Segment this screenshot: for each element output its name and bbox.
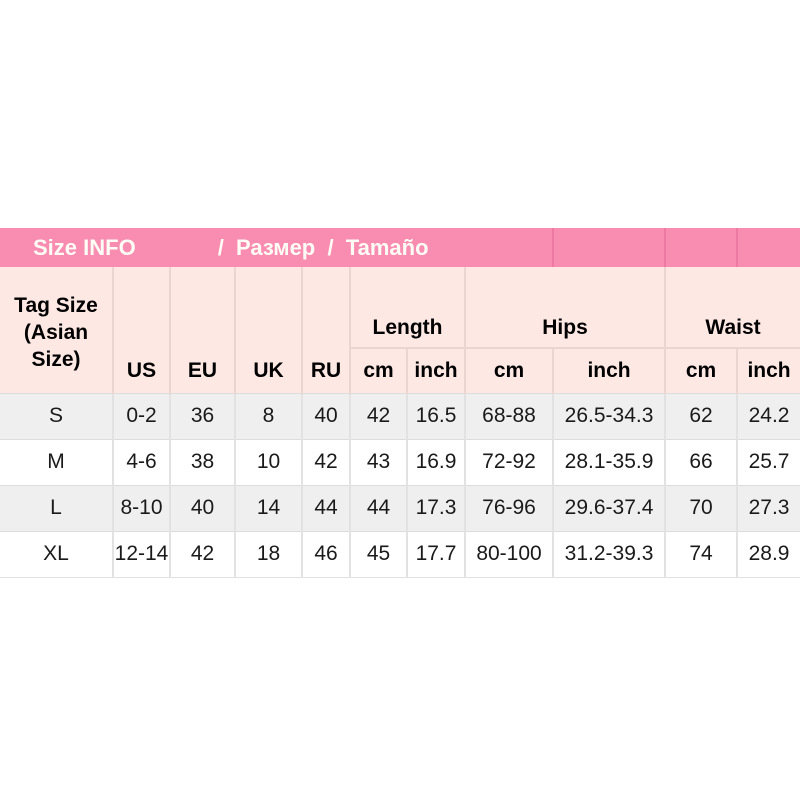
cell-hips-cm: 72-92 [463,438,554,485]
unit-header-hips-cm: cm [463,348,554,393]
bottom-edge-cell [0,576,800,578]
banner-title-translations: / Размер / Tamaño [217,234,429,260]
row-label: XL [0,530,113,577]
cell-length-cm: 42 [349,392,407,439]
cell-eu: 42 [169,530,235,577]
group-header-hips: Hips [463,267,666,349]
cell-waist-cm: 66 [664,438,738,485]
row-label: L [0,484,113,531]
table-row-l: L 8-10 40 14 44 44 17.3 76-96 29.6-37.4 … [0,484,800,531]
cell-waist-inch: 25.7 [736,438,800,485]
cell-length-inch: 16.5 [406,392,465,439]
unit-header-length-cm: cm [349,348,407,393]
cell-uk: 10 [234,438,302,485]
cell-us: 8-10 [112,484,170,531]
row-label: S [0,392,113,439]
header-row-units: cm inch cm inch cm inch [0,348,800,393]
cell-hips-inch: 26.5-34.3 [552,392,666,439]
cell-length-inch: 16.9 [406,438,465,485]
cell-waist-inch: 27.3 [736,484,800,531]
cell-ru: 42 [301,438,350,485]
cell-uk: 18 [234,530,302,577]
cell-ru: 46 [301,530,350,577]
table-row-m: M 4-6 38 10 42 43 16.9 72-92 28.1-35.9 6… [0,438,800,485]
col-header-tag-size: Tag Size (Asian Size) [0,267,113,393]
unit-header-waist-cm: cm [664,348,738,393]
cell-eu: 36 [169,392,235,439]
cell-waist-cm: 62 [664,392,738,439]
cell-hips-inch: 31.2-39.3 [552,530,666,577]
cell-length-inch: 17.7 [406,530,465,577]
banner-title: Size INFO / Размер / Tamaño [0,235,552,261]
cell-length-cm: 44 [349,484,407,531]
banner-title-cell: Size INFO / Размер / Tamaño [0,228,554,267]
banner-row: Size INFO / Размер / Tamaño [0,228,800,267]
cell-length-cm: 43 [349,438,407,485]
cell-hips-cm: 76-96 [463,484,554,531]
cell-hips-cm: 80-100 [463,530,554,577]
cell-hips-inch: 29.6-37.4 [552,484,666,531]
row-label: M [0,438,113,485]
cell-waist-cm: 74 [664,530,738,577]
cell-ru: 44 [301,484,350,531]
cell-length-inch: 17.3 [406,484,465,531]
banner-title-main: Size INFO [33,234,136,260]
cell-waist-cm: 70 [664,484,738,531]
cell-ru: 40 [301,392,350,439]
col-header-us: US [112,267,170,393]
cell-length-cm: 45 [349,530,407,577]
col-header-ru: RU [301,267,350,393]
cell-hips-inch: 28.1-35.9 [552,438,666,485]
size-chart-table: Size INFO / Размер / Tamaño Tag Size (As… [0,228,800,578]
banner-empty-cell [736,228,800,267]
cell-uk: 8 [234,392,302,439]
cell-us: 0-2 [112,392,170,439]
cell-eu: 38 [169,438,235,485]
cell-uk: 14 [234,484,302,531]
group-header-waist: Waist [664,267,800,349]
cell-eu: 40 [169,484,235,531]
table-row-xl: XL 12-14 42 18 46 45 17.7 80-100 31.2-39… [0,530,800,577]
cell-hips-cm: 68-88 [463,392,554,439]
header-row-groups: Tag Size (Asian Size) US EU UK RU Length… [0,267,800,393]
unit-header-length-inch: inch [406,348,465,393]
banner-empty-cell [552,228,666,267]
banner-empty-cell [664,228,738,267]
col-header-eu: EU [169,267,235,393]
unit-header-hips-inch: inch [552,348,666,393]
col-header-uk: UK [234,267,302,393]
unit-header-waist-inch: inch [736,348,800,393]
group-header-length: Length [349,267,465,349]
cell-us: 4-6 [112,438,170,485]
table-row-s: S 0-2 36 8 40 42 16.5 68-88 26.5-34.3 62… [0,392,800,439]
table-bottom-edge [0,576,800,578]
cell-waist-inch: 24.2 [736,392,800,439]
cell-us: 12-14 [112,530,170,577]
cell-waist-inch: 28.9 [736,530,800,577]
